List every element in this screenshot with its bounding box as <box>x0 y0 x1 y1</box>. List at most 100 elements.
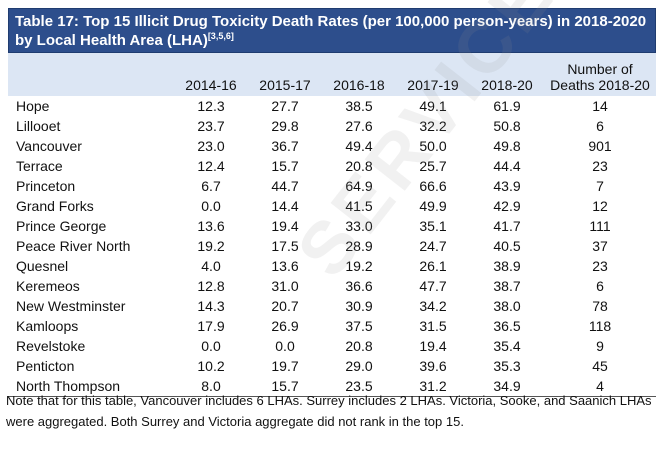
column-header-deaths-line-2: Deaths 2018-20 <box>550 77 650 93</box>
table-footnote: Note that for this table, Vancouver incl… <box>6 393 652 429</box>
column-header-2017-19: 2017-19 <box>396 53 470 96</box>
cell-deaths: 23 <box>592 158 608 174</box>
table-row: Grand Forks 0.0 14.4 41.5 49.9 42.9 12 <box>8 196 656 216</box>
cell-rate-2016-18: 49.4 <box>345 138 373 154</box>
cell-lha-name: Quesnel <box>16 258 69 274</box>
cell-deaths: 4 <box>544 376 656 397</box>
table-row: Terrace 12.4 15.7 20.8 25.7 44.4 23 <box>8 156 656 176</box>
cell-rate-2017-19: 32.2 <box>419 118 447 134</box>
cell-rate-2015-17: 14.4 <box>271 198 299 214</box>
cell-rate-2015-17: 31.0 <box>271 278 299 294</box>
table-row: Keremeos 12.8 31.0 36.6 47.7 38.7 6 <box>8 276 656 296</box>
column-header-deaths: Number of Deaths 2018-20 <box>544 53 656 96</box>
cell-rate-2016-18: 30.9 <box>345 298 373 314</box>
table-row: Kamloops 17.9 26.9 37.5 31.5 36.5 118 <box>8 316 656 336</box>
cell-rate-2018-20: 34.9 <box>470 376 544 397</box>
death-rates-table: 2014-16 2015-17 2016-18 2017-19 2018-20 … <box>8 53 656 397</box>
cell-rate-2018-20: 38.9 <box>493 258 521 274</box>
cell-rate-2018-20: 43.9 <box>493 178 521 194</box>
cell-rate-2018-20: 40.5 <box>493 238 521 254</box>
cell-deaths: 6 <box>596 278 604 294</box>
cell-rate-2017-19: 24.7 <box>419 238 447 254</box>
cell-deaths: 9 <box>596 338 604 354</box>
column-header-2016-18: 2016-18 <box>322 53 396 96</box>
cell-rate-2015-17: 26.9 <box>271 318 299 334</box>
cell-rate-2016-18: 20.8 <box>345 338 373 354</box>
table-body: Hope 12.3 27.7 38.5 49.1 61.9 14 Lillooet 23.7 29… <box>8 96 656 397</box>
cell-rate-2015-17: 27.7 <box>271 98 299 114</box>
cell-rate-2014-16: 4.0 <box>201 258 221 274</box>
cell-rate-2017-19: 35.1 <box>419 218 447 234</box>
cell-lha-name: Keremeos <box>16 278 80 294</box>
cell-rate-2016-18: 33.0 <box>345 218 373 234</box>
table-row: Hope 12.3 27.7 38.5 49.1 61.9 14 <box>8 96 656 116</box>
cell-rate-2014-16: 12.3 <box>197 98 225 114</box>
cell-rate-2016-18: 20.8 <box>345 158 373 174</box>
cell-rate-2017-19: 34.2 <box>419 298 447 314</box>
cell-rate-2016-18: 38.5 <box>345 98 373 114</box>
cell-rate-2016-18: 28.9 <box>345 238 373 254</box>
cell-rate-2016-18: 23.5 <box>322 376 396 397</box>
cell-rate-2014-16: 0.0 <box>201 338 221 354</box>
cell-lha-name: Grand Forks <box>16 198 94 214</box>
column-header-2018-20: 2018-20 <box>470 53 544 96</box>
cell-lha-name: Revelstoke <box>16 338 86 354</box>
cell-deaths: 23 <box>592 258 608 274</box>
cell-lha-name: Kamloops <box>16 318 79 334</box>
cell-lha-name: Terrace <box>16 158 63 174</box>
cell-rate-2018-20: 42.9 <box>493 198 521 214</box>
cell-deaths: 901 <box>588 138 612 154</box>
cell-rate-2017-19: 49.9 <box>419 198 447 214</box>
cell-rate-2017-19: 39.6 <box>419 358 447 374</box>
cell-lha-name: Princeton <box>16 178 76 194</box>
cell-rate-2014-16: 8.0 <box>174 376 248 397</box>
cell-rate-2018-20: 35.3 <box>493 358 521 374</box>
table-title: Table 17: Top 15 Illicit Drug Toxicity D… <box>8 8 656 53</box>
cell-lha-name: Peace River North <box>16 238 131 254</box>
table-row: Vancouver 23.0 36.7 49.4 50.0 49.8 901 <box>8 136 656 156</box>
table-title-text: Table 17: Top 15 Illicit Drug Toxicity D… <box>15 13 647 49</box>
table-header-row: 2014-16 2015-17 2016-18 2017-19 2018-20 … <box>8 53 656 96</box>
table-row: Princeton 6.7 44.7 64.9 66.6 43.9 7 <box>8 176 656 196</box>
cell-rate-2014-16: 19.2 <box>197 238 225 254</box>
cell-deaths: 6 <box>596 118 604 134</box>
cell-rate-2015-17: 29.8 <box>271 118 299 134</box>
cell-rate-2017-19: 19.4 <box>419 338 447 354</box>
column-header-deaths-line-1: Number of <box>567 61 633 77</box>
cell-deaths: 12 <box>592 198 608 214</box>
table-row: Revelstoke 0.0 0.0 20.8 19.4 35.4 9 <box>8 336 656 356</box>
cell-deaths: 118 <box>588 318 612 334</box>
table-container: Table 17: Top 15 Illicit Drug Toxicity D… <box>8 8 656 397</box>
cell-rate-2016-18: 37.5 <box>345 318 373 334</box>
cell-rate-2017-19: 25.7 <box>419 158 447 174</box>
cell-deaths: 78 <box>592 298 608 314</box>
column-header-lha <box>8 53 174 96</box>
cell-rate-2015-17: 13.6 <box>271 258 299 274</box>
cell-rate-2014-16: 6.7 <box>201 178 221 194</box>
cell-rate-2016-18: 29.0 <box>345 358 373 374</box>
cell-rate-2017-19: 26.1 <box>419 258 447 274</box>
cell-lha-name: Prince George <box>16 218 107 234</box>
cell-rate-2017-19: 50.0 <box>419 138 447 154</box>
cell-rate-2017-19: 49.1 <box>419 98 447 114</box>
cell-rate-2016-18: 41.5 <box>345 198 373 214</box>
cell-rate-2014-16: 23.0 <box>197 138 225 154</box>
cell-rate-2015-17: 20.7 <box>271 298 299 314</box>
cell-rate-2014-16: 12.8 <box>197 278 225 294</box>
cell-rate-2014-16: 13.6 <box>197 218 225 234</box>
cell-rate-2015-17: 0.0 <box>275 338 295 354</box>
cell-lha-name: New Westminster <box>16 298 126 314</box>
cell-rate-2018-20: 38.0 <box>493 298 521 314</box>
column-header-2014-16: 2014-16 <box>174 53 248 96</box>
cell-deaths: 7 <box>596 178 604 194</box>
table-row: Peace River North 19.2 17.5 28.9 24.7 40.5 37 <box>8 236 656 256</box>
cell-lha-name: Lillooet <box>16 118 61 134</box>
cell-rate-2017-19: 47.7 <box>419 278 447 294</box>
table-row: New Westminster 14.3 20.7 30.9 34.2 38.0 78 <box>8 296 656 316</box>
cell-rate-2014-16: 17.9 <box>197 318 225 334</box>
cell-deaths: 37 <box>592 238 608 254</box>
cell-rate-2015-17: 15.7 <box>271 158 299 174</box>
table-row: Quesnel 4.0 13.6 19.2 26.1 38.9 23 <box>8 256 656 276</box>
cell-rate-2015-17: 36.7 <box>271 138 299 154</box>
cell-rate-2014-16: 10.2 <box>197 358 225 374</box>
